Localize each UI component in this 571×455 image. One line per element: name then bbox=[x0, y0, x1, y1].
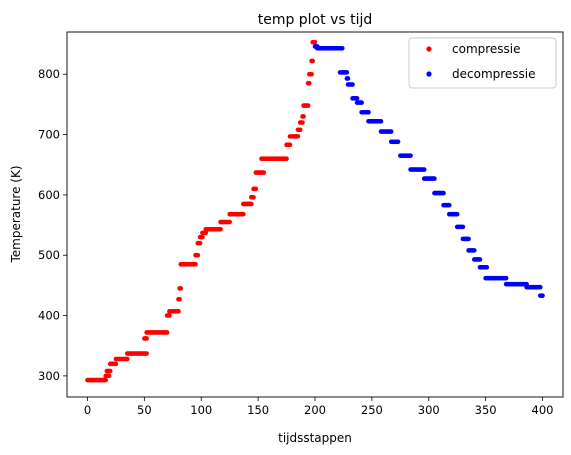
data-point-decompressie bbox=[477, 257, 483, 262]
x-tick-label: 350 bbox=[475, 403, 497, 417]
data-point-decompressie bbox=[344, 70, 350, 75]
legend-label-decompressie: decompressie bbox=[452, 67, 536, 81]
data-point-compressie bbox=[307, 80, 312, 86]
data-point-compressie bbox=[164, 330, 170, 335]
y-tick-label: 500 bbox=[38, 248, 60, 262]
y-axis-ticks: 300 400 500 600 700 800 bbox=[38, 67, 67, 383]
y-tick-label: 600 bbox=[38, 188, 60, 202]
data-point-compressie bbox=[200, 234, 205, 240]
x-tick-label: 150 bbox=[247, 403, 269, 417]
data-point-decompressie bbox=[340, 45, 345, 51]
data-point-compressie bbox=[106, 373, 112, 379]
data-point-compressie bbox=[197, 240, 203, 246]
x-tick-label: 400 bbox=[532, 403, 554, 417]
data-point-decompressie bbox=[395, 139, 401, 145]
data-point-decompressie bbox=[345, 76, 351, 81]
data-point-decompressie bbox=[466, 236, 471, 242]
data-point-compressie bbox=[144, 336, 149, 341]
legend-marker-decompressie bbox=[426, 71, 432, 77]
data-point-compressie bbox=[241, 211, 246, 217]
legend-frame bbox=[408, 37, 557, 89]
x-tick-label: 100 bbox=[190, 403, 212, 417]
data-point-decompressie bbox=[359, 100, 364, 105]
data-point-compressie bbox=[253, 186, 259, 192]
data-point-compressie bbox=[297, 127, 303, 133]
chart-title: temp plot vs tijd bbox=[258, 12, 373, 28]
data-point-decompressie bbox=[484, 264, 490, 270]
x-tick-label: 250 bbox=[361, 403, 383, 417]
data-point-decompressie bbox=[537, 284, 543, 290]
data-point-decompressie bbox=[471, 248, 477, 253]
data-point-decompressie bbox=[378, 118, 384, 124]
data-point-compressie bbox=[178, 286, 184, 291]
x-tick-label: 0 bbox=[84, 403, 91, 417]
legend-marker-compressie bbox=[426, 46, 432, 52]
data-point-compressie bbox=[284, 156, 289, 161]
x-axis-ticks: 0 50 100 150 200 250 300 350 400 bbox=[84, 397, 554, 417]
data-point-decompressie bbox=[454, 211, 460, 217]
data-point-compressie bbox=[309, 71, 314, 77]
data-point-compressie bbox=[195, 252, 201, 258]
plot-area bbox=[66, 31, 564, 398]
data-point-compressie bbox=[227, 219, 232, 225]
y-tick-label: 300 bbox=[38, 369, 60, 383]
data-points bbox=[85, 39, 545, 383]
data-point-compressie bbox=[287, 142, 293, 148]
data-point-compressie bbox=[124, 356, 130, 362]
data-point-compressie bbox=[218, 226, 223, 232]
x-tick-label: 300 bbox=[418, 403, 440, 417]
data-point-compressie bbox=[295, 134, 301, 139]
data-point-decompressie bbox=[540, 293, 545, 298]
data-point-compressie bbox=[248, 201, 254, 207]
data-point-decompressie bbox=[366, 109, 371, 115]
data-point-decompressie bbox=[350, 82, 355, 87]
data-point-compressie bbox=[167, 313, 172, 318]
data-point-decompressie bbox=[408, 153, 413, 158]
y-tick-label: 400 bbox=[38, 309, 60, 323]
legend: compressie decompressie bbox=[408, 37, 557, 89]
data-point-decompressie bbox=[441, 190, 446, 196]
data-point-decompressie bbox=[503, 275, 509, 281]
legend-label-compressie: compressie bbox=[452, 42, 521, 56]
data-point-compressie bbox=[310, 58, 316, 64]
data-point-decompressie bbox=[354, 96, 360, 101]
data-point-decompressie bbox=[446, 202, 452, 208]
data-point-decompressie bbox=[432, 176, 437, 181]
data-point-compressie bbox=[305, 103, 311, 108]
data-point-compressie bbox=[301, 114, 306, 119]
data-point-compressie bbox=[176, 309, 181, 314]
data-point-compressie bbox=[203, 230, 209, 236]
data-point-decompressie bbox=[388, 129, 394, 134]
y-axis-label: Temperature (K) bbox=[9, 165, 23, 263]
data-point-compressie bbox=[177, 296, 182, 302]
x-tick-label: 50 bbox=[137, 403, 152, 417]
data-point-compressie bbox=[312, 39, 318, 45]
data-point-decompressie bbox=[460, 224, 466, 230]
data-point-decompressie bbox=[421, 167, 427, 172]
data-point-compressie bbox=[103, 377, 108, 383]
data-point-compressie bbox=[300, 120, 305, 125]
data-point-compressie bbox=[261, 170, 267, 175]
data-point-compressie bbox=[251, 195, 256, 200]
data-point-compressie bbox=[193, 261, 198, 267]
y-tick-label: 800 bbox=[38, 67, 60, 81]
data-point-compressie bbox=[107, 368, 113, 374]
y-tick-label: 700 bbox=[38, 128, 60, 142]
data-point-compressie bbox=[113, 361, 119, 367]
data-point-compressie bbox=[144, 351, 149, 356]
x-tick-label: 200 bbox=[304, 403, 326, 417]
x-axis-label: tijdsstappen bbox=[278, 431, 352, 445]
